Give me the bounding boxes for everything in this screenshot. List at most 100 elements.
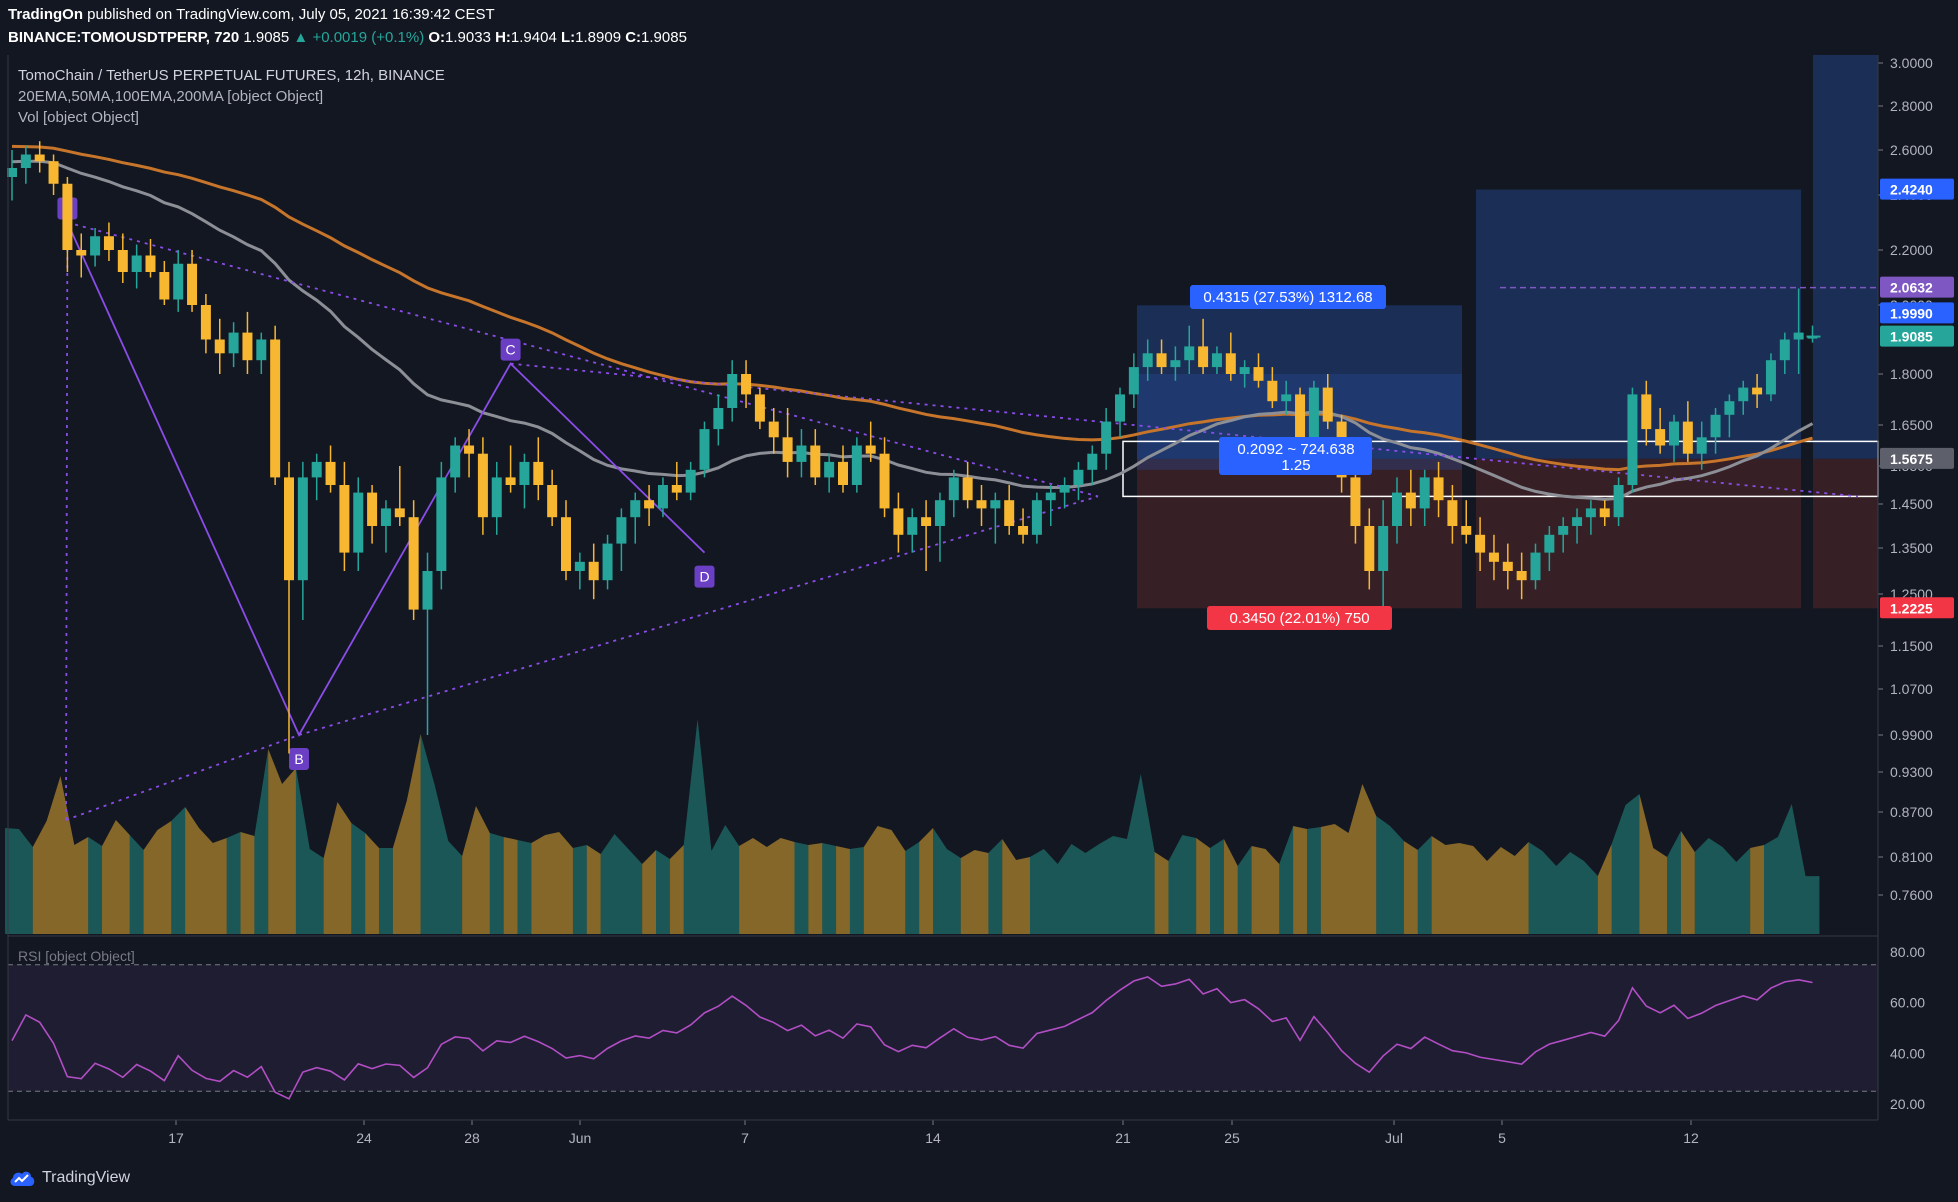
candle-body bbox=[1128, 367, 1139, 395]
candle bbox=[464, 429, 475, 478]
candle bbox=[948, 469, 959, 518]
price-tick-label: 0.7600 bbox=[1890, 887, 1933, 903]
target-zone-2 bbox=[1476, 189, 1801, 459]
candle-body bbox=[256, 339, 267, 361]
tradingview-logo[interactable]: TradingView bbox=[8, 1168, 130, 1188]
time-tick-label: 24 bbox=[356, 1130, 372, 1146]
price-label-text: 1.5675 bbox=[1890, 451, 1933, 467]
last-price: 1.9085 bbox=[243, 29, 290, 46]
candle-body bbox=[1295, 394, 1306, 438]
candle-body bbox=[200, 305, 211, 340]
candle-body bbox=[311, 461, 322, 478]
candle bbox=[505, 445, 516, 493]
candle bbox=[1211, 346, 1222, 374]
candle-body bbox=[1101, 421, 1112, 454]
time-tick-label: Jun bbox=[569, 1130, 592, 1146]
candle-body bbox=[1239, 367, 1250, 374]
candle-body bbox=[394, 508, 405, 518]
candle bbox=[741, 360, 752, 408]
candle-body bbox=[1281, 394, 1292, 402]
rsi-line bbox=[11, 976, 1813, 1100]
publisher-name: TradingOn bbox=[8, 6, 83, 23]
price-label-text: 1.9085 bbox=[1890, 329, 1933, 345]
price-label-box bbox=[1880, 447, 1954, 469]
candle-body bbox=[1502, 561, 1513, 571]
rsi-tick-label: 80.00 bbox=[1890, 944, 1925, 960]
candle-body bbox=[685, 469, 696, 493]
price-label-entry: 1.5675 bbox=[1880, 447, 1954, 469]
candle bbox=[934, 492, 945, 562]
candle-body bbox=[1461, 526, 1472, 535]
open-value: 1.9033 bbox=[445, 29, 491, 46]
candle-body bbox=[741, 374, 752, 395]
rsi-tick-label: 40.00 bbox=[1890, 1045, 1925, 1061]
candle bbox=[200, 294, 211, 354]
candle-body bbox=[1447, 500, 1458, 526]
publish-text: published on TradingView.com, July 05, 2… bbox=[87, 6, 495, 23]
price-tick-label: 0.9900 bbox=[1890, 727, 1933, 743]
price-label-box bbox=[1880, 302, 1954, 324]
abcd-legs bbox=[66, 222, 706, 737]
candle-body bbox=[1655, 429, 1666, 446]
candles bbox=[7, 141, 1821, 754]
candle bbox=[976, 485, 987, 526]
stop-zone-2 bbox=[1476, 458, 1801, 609]
ma-50-line bbox=[11, 159, 1814, 501]
candle bbox=[1142, 339, 1153, 381]
candle-body bbox=[976, 500, 987, 509]
candle bbox=[1779, 332, 1790, 374]
indicators-legend[interactable]: 20EMA,50MA,100EMA,200MA [object Object] bbox=[18, 88, 324, 105]
chart-title[interactable]: TomoChain / TetherUS PERPETUAL FUTURES, … bbox=[18, 67, 445, 84]
candle bbox=[1682, 401, 1693, 462]
high-label: H: bbox=[495, 29, 511, 46]
price-label-text: 2.4240 bbox=[1890, 182, 1933, 198]
candle-body bbox=[1018, 526, 1029, 535]
candle bbox=[699, 421, 710, 478]
volume-legend[interactable]: Vol [object Object] bbox=[18, 109, 139, 126]
candle-body bbox=[408, 517, 419, 610]
candle-body bbox=[644, 500, 655, 509]
candle bbox=[574, 552, 585, 590]
candle bbox=[630, 492, 641, 544]
loss-label: 0.3450 (22.01%) 750 bbox=[1207, 606, 1392, 630]
candle-body bbox=[270, 339, 281, 478]
candle-body bbox=[1405, 492, 1416, 509]
candle bbox=[824, 453, 835, 493]
price-label-level: 1.9990 bbox=[1880, 302, 1954, 324]
time-axis[interactable]: 17 24 28 Jun 7 14 21 25 Jul 5 12 bbox=[168, 1120, 1699, 1146]
candle-body bbox=[1142, 353, 1153, 368]
candle bbox=[20, 145, 31, 184]
risk-reward-box bbox=[1219, 437, 1372, 475]
candle-body bbox=[533, 461, 544, 485]
candle bbox=[34, 141, 45, 173]
price-axis[interactable]: 3.00002.80002.60002.40002.20002.00001.80… bbox=[1878, 55, 1954, 903]
candle bbox=[339, 461, 350, 571]
candle-body bbox=[948, 477, 959, 501]
time-tick-label: 14 bbox=[925, 1130, 941, 1146]
candle-body bbox=[214, 339, 225, 354]
rsi-legend[interactable]: RSI [object Object] bbox=[18, 948, 135, 964]
profit-label: 0.4315 (27.53%) 1312.68 bbox=[1190, 285, 1386, 309]
ema-100-line bbox=[11, 144, 1813, 472]
candle bbox=[1419, 469, 1430, 526]
candle bbox=[394, 466, 405, 526]
candle-body bbox=[1073, 469, 1084, 485]
candle-body bbox=[1322, 387, 1333, 422]
candle-body bbox=[1627, 394, 1638, 485]
candle-body bbox=[1710, 414, 1721, 438]
candle bbox=[1004, 485, 1015, 535]
candle-body bbox=[1087, 453, 1098, 470]
candle bbox=[1585, 500, 1596, 535]
candle bbox=[1765, 353, 1776, 402]
candle bbox=[1239, 360, 1250, 388]
candle-body bbox=[477, 453, 488, 518]
price-tick-label: 3.0000 bbox=[1890, 55, 1933, 71]
candle bbox=[48, 154, 59, 195]
candle bbox=[1738, 380, 1749, 415]
candle bbox=[131, 244, 142, 289]
price-label-text: 1.9990 bbox=[1890, 305, 1933, 321]
candle bbox=[1198, 318, 1209, 374]
candle-body bbox=[1641, 394, 1652, 430]
